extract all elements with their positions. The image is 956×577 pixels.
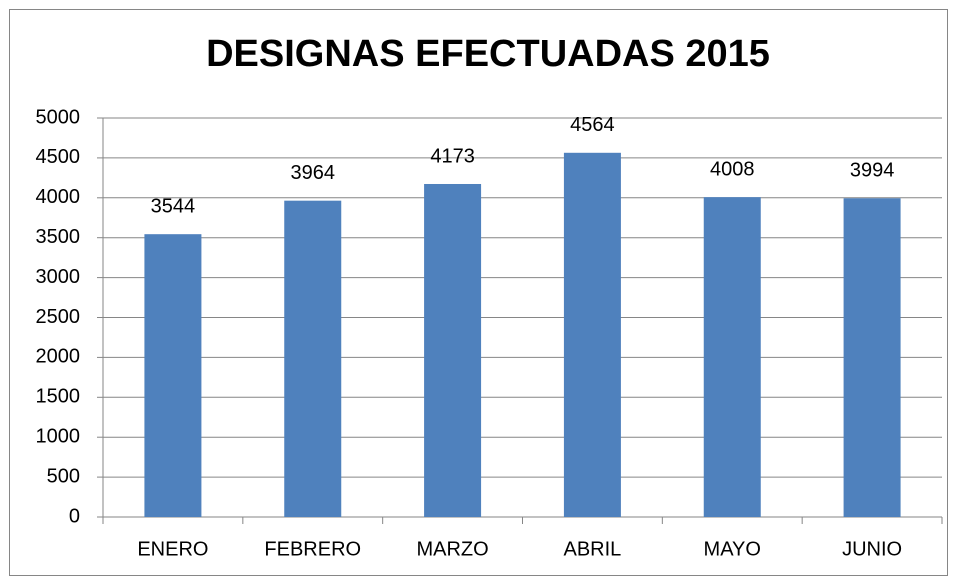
data-label: 4008 <box>710 158 755 180</box>
bar <box>284 200 342 518</box>
y-tick-label: 1000 <box>36 425 81 447</box>
x-tick-label: ENERO <box>137 538 208 560</box>
bar <box>424 183 482 517</box>
bar <box>703 197 761 517</box>
y-tick-label: 5000 <box>36 106 81 128</box>
data-label: 4564 <box>570 114 615 136</box>
y-tick-label: 3500 <box>36 226 81 248</box>
y-tick-label: 4000 <box>36 186 81 208</box>
bar <box>144 234 202 518</box>
x-tick-label: ABRIL <box>564 538 622 560</box>
data-label: 3994 <box>850 160 895 182</box>
data-label: 3964 <box>291 162 336 184</box>
x-tick-label: MARZO <box>416 538 488 560</box>
bar <box>843 198 901 517</box>
y-tick-label: 4500 <box>36 146 81 168</box>
x-tick-label: JUNIO <box>842 538 902 560</box>
y-tick-label: 2500 <box>36 306 81 328</box>
y-tick-label: 3000 <box>36 266 81 288</box>
data-label: 4173 <box>430 145 475 167</box>
y-tick-label: 2000 <box>36 346 81 368</box>
y-tick-label: 1500 <box>36 386 81 408</box>
chart-title: DESIGNAS EFECTUADAS 2015 <box>206 33 770 75</box>
bar <box>563 152 621 518</box>
data-label: 3544 <box>151 195 196 217</box>
y-tick-label: 0 <box>69 505 80 527</box>
x-tick-label: FEBRERO <box>264 538 361 560</box>
x-tick-label: MAYO <box>704 538 761 560</box>
y-tick-label: 500 <box>47 465 80 487</box>
